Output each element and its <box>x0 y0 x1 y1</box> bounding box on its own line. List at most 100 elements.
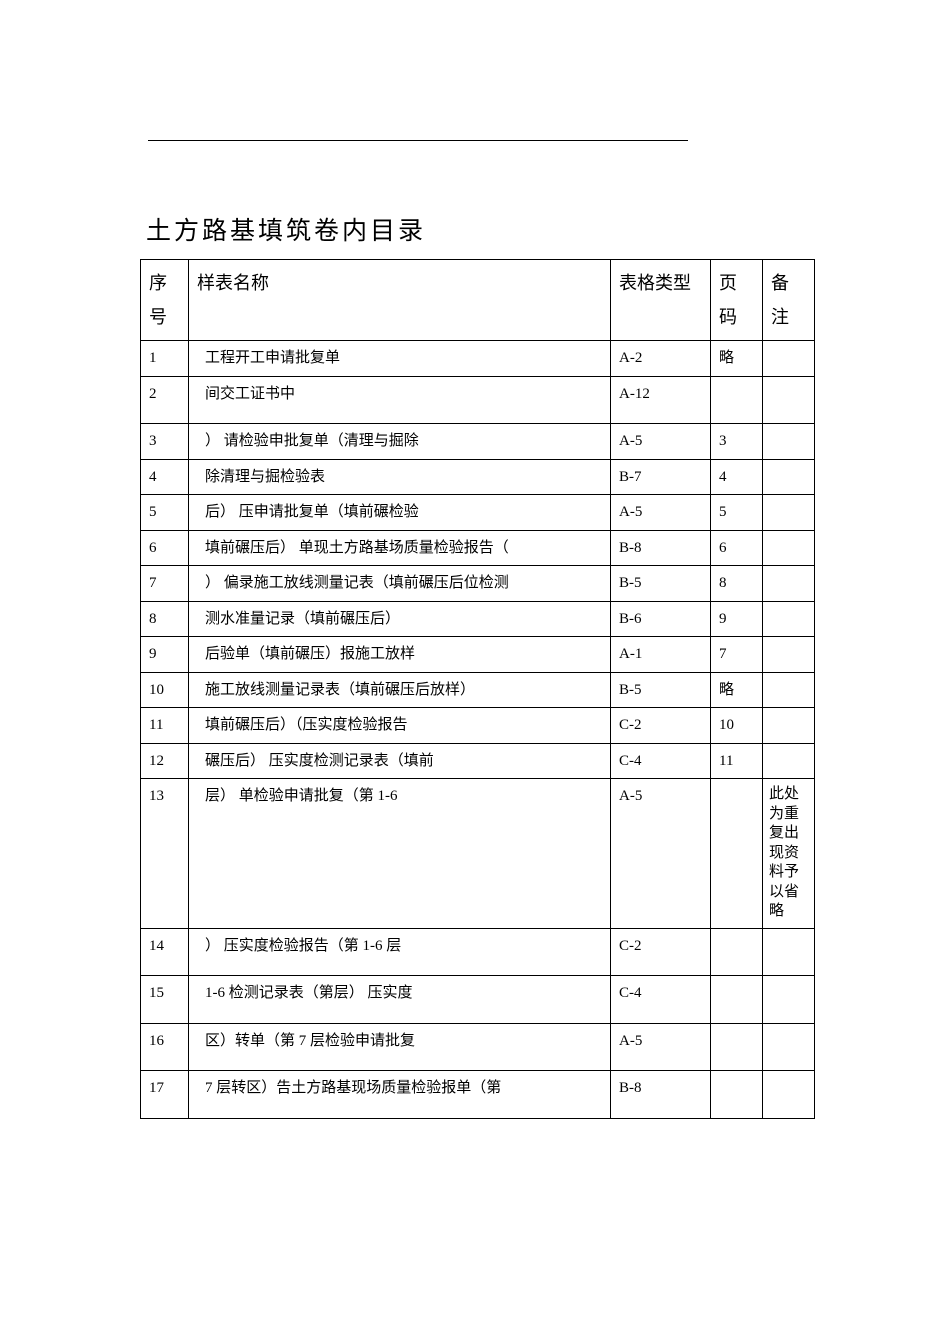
cell-page <box>711 376 763 424</box>
cell-seq: 15 <box>141 976 189 1024</box>
cell-type: C-4 <box>611 743 711 779</box>
cell-name: ） 压实度检验报告（第 1-6 层 <box>189 928 611 976</box>
cell-note <box>763 601 815 637</box>
contents-table: 序号 样表名称 表格类型 页码 备注 1工程开工申请批复单A-2略2间交工证书中… <box>140 259 815 1119</box>
cell-page: 略 <box>711 341 763 377</box>
cell-type: B-7 <box>611 459 711 495</box>
table-row: 7） 偏录施工放线测量记表（填前碾压后位检测B-58 <box>141 566 815 602</box>
table-row: 3） 请检验申批复单（清理与掘除A-53 <box>141 424 815 460</box>
cell-name: 碾压后） 压实度检测记录表（填前 <box>189 743 611 779</box>
cell-name: 测水准量记录（填前碾压后） <box>189 601 611 637</box>
table-body: 1工程开工申请批复单A-2略2间交工证书中A-123） 请检验申批复单（清理与掘… <box>141 341 815 1119</box>
table-row: 16 区）转单（第 7 层检验申请批复A-5 <box>141 1023 815 1071</box>
cell-type: B-8 <box>611 1071 711 1119</box>
cell-seq: 14 <box>141 928 189 976</box>
cell-note: 此处为重复出现资料予以省略 <box>763 779 815 929</box>
cell-page: 6 <box>711 530 763 566</box>
cell-page: 7 <box>711 637 763 673</box>
page-title: 土方路基填筑卷内目录 <box>146 211 815 247</box>
cell-note <box>763 743 815 779</box>
cell-page: 9 <box>711 601 763 637</box>
table-row: 9 后验单（填前碾压）报施工放样A-17 <box>141 637 815 673</box>
cell-type: A-12 <box>611 376 711 424</box>
table-row: 13层） 单检验申请批复（第 1-6A-5此处为重复出现资料予以省略 <box>141 779 815 929</box>
cell-note <box>763 708 815 744</box>
cell-name: 工程开工申请批复单 <box>189 341 611 377</box>
cell-page: 11 <box>711 743 763 779</box>
cell-page <box>711 1023 763 1071</box>
cell-type: A-5 <box>611 1023 711 1071</box>
cell-seq: 1 <box>141 341 189 377</box>
cell-name: 层） 单检验申请批复（第 1-6 <box>189 779 611 929</box>
cell-seq: 9 <box>141 637 189 673</box>
cell-name: 填前碾压后）（压实度检验报告 <box>189 708 611 744</box>
cell-name: 区）转单（第 7 层检验申请批复 <box>189 1023 611 1071</box>
table-row: 4除清理与掘检验表B-74 <box>141 459 815 495</box>
cell-seq: 11 <box>141 708 189 744</box>
table-row: 10施工放线测量记录表（填前碾压后放样）B-5略 <box>141 672 815 708</box>
cell-name: 7 层转区）告土方路基现场质量检验报单（第 <box>189 1071 611 1119</box>
cell-seq: 7 <box>141 566 189 602</box>
header-type: 表格类型 <box>611 260 711 341</box>
cell-type: A-5 <box>611 424 711 460</box>
cell-note <box>763 530 815 566</box>
cell-page <box>711 928 763 976</box>
cell-note <box>763 1023 815 1071</box>
cell-seq: 8 <box>141 601 189 637</box>
cell-name: 间交工证书中 <box>189 376 611 424</box>
cell-type: C-4 <box>611 976 711 1024</box>
cell-name: 施工放线测量记录表（填前碾压后放样） <box>189 672 611 708</box>
cell-note <box>763 1071 815 1119</box>
table-row: 2间交工证书中A-12 <box>141 376 815 424</box>
cell-page: 5 <box>711 495 763 531</box>
cell-type: A-5 <box>611 779 711 929</box>
cell-type: A-5 <box>611 495 711 531</box>
cell-name: ） 请检验申批复单（清理与掘除 <box>189 424 611 460</box>
cell-seq: 6 <box>141 530 189 566</box>
cell-type: A-2 <box>611 341 711 377</box>
cell-seq: 12 <box>141 743 189 779</box>
cell-page <box>711 1071 763 1119</box>
cell-name: ） 偏录施工放线测量记表（填前碾压后位检测 <box>189 566 611 602</box>
cell-page: 10 <box>711 708 763 744</box>
cell-seq: 4 <box>141 459 189 495</box>
cell-name: 后） 压申请批复单（填前碾检验 <box>189 495 611 531</box>
cell-note <box>763 376 815 424</box>
cell-note <box>763 341 815 377</box>
cell-type: C-2 <box>611 708 711 744</box>
table-header-row: 序号 样表名称 表格类型 页码 备注 <box>141 260 815 341</box>
cell-note <box>763 566 815 602</box>
cell-note <box>763 672 815 708</box>
cell-seq: 16 <box>141 1023 189 1071</box>
cell-type: B-5 <box>611 566 711 602</box>
cell-note <box>763 424 815 460</box>
cell-type: A-1 <box>611 637 711 673</box>
cell-seq: 10 <box>141 672 189 708</box>
cell-page <box>711 779 763 929</box>
table-row: 177 层转区）告土方路基现场质量检验报单（第B-8 <box>141 1071 815 1119</box>
cell-page <box>711 976 763 1024</box>
table-row: 8测水准量记录（填前碾压后）B-69 <box>141 601 815 637</box>
cell-seq: 2 <box>141 376 189 424</box>
table-row: 12碾压后） 压实度检测记录表（填前C-411 <box>141 743 815 779</box>
cell-type: C-2 <box>611 928 711 976</box>
header-note: 备注 <box>763 260 815 341</box>
divider-line <box>148 140 688 141</box>
cell-seq: 3 <box>141 424 189 460</box>
cell-name: 填前碾压后） 单现土方路基场质量检验报告（ <box>189 530 611 566</box>
cell-note <box>763 637 815 673</box>
cell-seq: 17 <box>141 1071 189 1119</box>
table-row: 5后） 压申请批复单（填前碾检验A-55 <box>141 495 815 531</box>
table-row: 11 填前碾压后）（压实度检验报告C-210 <box>141 708 815 744</box>
cell-seq: 5 <box>141 495 189 531</box>
table-row: 6填前碾压后） 单现土方路基场质量检验报告（B-86 <box>141 530 815 566</box>
cell-type: B-6 <box>611 601 711 637</box>
table-row: 1工程开工申请批复单A-2略 <box>141 341 815 377</box>
cell-page: 略 <box>711 672 763 708</box>
cell-page: 3 <box>711 424 763 460</box>
cell-type: B-8 <box>611 530 711 566</box>
header-seq: 序号 <box>141 260 189 341</box>
cell-note <box>763 976 815 1024</box>
table-row: 14） 压实度检验报告（第 1-6 层C-2 <box>141 928 815 976</box>
header-page: 页码 <box>711 260 763 341</box>
